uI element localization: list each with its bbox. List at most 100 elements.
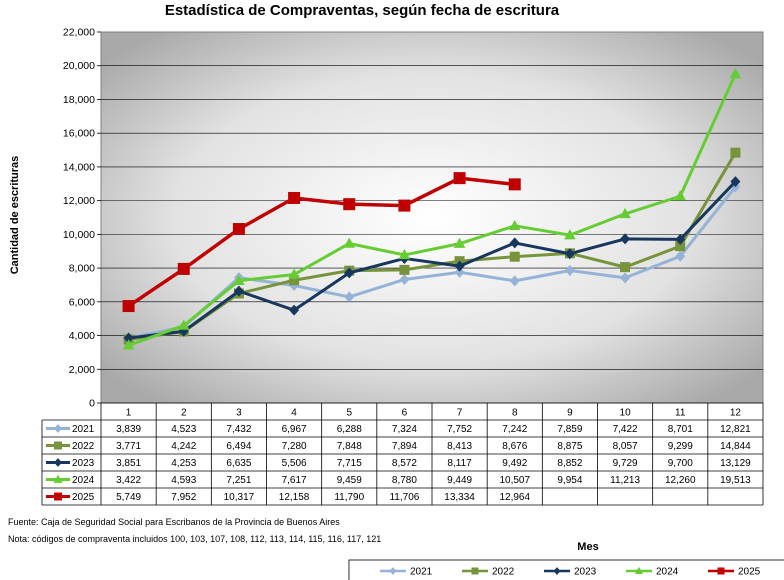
x-tick-label: 6 bbox=[402, 408, 408, 419]
data-point bbox=[344, 291, 355, 303]
x-tick-label: 4 bbox=[291, 408, 297, 419]
table-series-name: 2025 bbox=[72, 492, 95, 503]
y-axis-title: Cantidad de escrituras bbox=[9, 156, 21, 275]
table-cell: 7,432 bbox=[226, 424, 251, 435]
series-line bbox=[128, 180, 737, 340]
x-tick-label: 7 bbox=[457, 408, 463, 419]
legend-marker bbox=[389, 567, 397, 575]
table-cell: 4,242 bbox=[171, 441, 196, 452]
legend-label: 2023 bbox=[574, 567, 597, 578]
table-cell: 9,459 bbox=[337, 475, 362, 486]
table-cell: 7,715 bbox=[337, 458, 362, 469]
table-cell: 8,572 bbox=[392, 458, 417, 469]
legend-item-2023: 2023 bbox=[544, 567, 597, 578]
x-tick-label: 9 bbox=[567, 408, 573, 419]
legend-item-2025: 2025 bbox=[708, 567, 761, 578]
x-tick-label: 12 bbox=[730, 408, 742, 419]
data-point bbox=[730, 147, 741, 158]
x-tick-label: 11 bbox=[675, 408, 686, 419]
table-cell: 8,676 bbox=[502, 441, 527, 452]
table-legend-marker bbox=[53, 474, 63, 483]
table-cell: 8,875 bbox=[557, 441, 582, 452]
series-2023 bbox=[123, 176, 741, 344]
table-cell: 7,280 bbox=[282, 441, 307, 452]
table-cell: 3,839 bbox=[116, 424, 141, 435]
data-point bbox=[619, 207, 631, 219]
table-cell: 12,260 bbox=[665, 475, 696, 486]
legend-label: 2022 bbox=[492, 567, 515, 578]
table-cell: 5,506 bbox=[282, 458, 307, 469]
data-point bbox=[509, 251, 520, 262]
table-cell: 9,492 bbox=[502, 458, 527, 469]
data-point bbox=[178, 319, 190, 330]
table-cell: 7,952 bbox=[171, 492, 196, 503]
data-point bbox=[232, 223, 245, 236]
table-cell: 10,317 bbox=[224, 492, 255, 503]
table-series-name: 2024 bbox=[72, 475, 95, 486]
table-cell: 19,513 bbox=[720, 475, 751, 486]
y-tick-label: 0 bbox=[89, 398, 95, 410]
table-series-name: 2023 bbox=[72, 458, 95, 469]
legend-marker bbox=[634, 566, 644, 574]
data-point bbox=[453, 237, 466, 248]
data-point bbox=[454, 260, 465, 272]
data-point bbox=[289, 304, 300, 316]
series-line bbox=[127, 176, 515, 308]
table-cell: 7,324 bbox=[392, 424, 417, 435]
table-cell: 3,851 bbox=[116, 458, 141, 469]
data-point bbox=[674, 190, 686, 201]
data-point bbox=[399, 264, 410, 275]
table-row-2022: 2022 3,771 4,242 6,494 7,280 7,848 7,894 8,413 8… bbox=[46, 441, 751, 452]
table-cell: 8,413 bbox=[447, 441, 472, 452]
data-point bbox=[675, 250, 686, 262]
table-row-2024: 2024 3,422 4,593 7,251 7,617 9,459 8,780 9,449 1… bbox=[46, 474, 751, 486]
legend-marker bbox=[717, 567, 725, 575]
plot-area bbox=[100, 31, 764, 404]
table-legend-marker bbox=[54, 441, 62, 450]
table-series-name: 2021 bbox=[72, 424, 95, 435]
table-cell: 13,129 bbox=[720, 458, 751, 469]
y-tick-label: 14,000 bbox=[63, 161, 95, 173]
legend-item-2022: 2022 bbox=[462, 567, 515, 578]
data-point bbox=[233, 285, 244, 297]
table-cell: 14,844 bbox=[720, 441, 751, 452]
table-row-2021: 2021 3,839 4,523 7,432 6,967 6,288 7,324 7,752 7… bbox=[46, 424, 751, 435]
table-cell: 7,422 bbox=[613, 424, 638, 435]
table-cell: 3,422 bbox=[116, 475, 141, 486]
y-tick-label: 8,000 bbox=[69, 263, 95, 275]
legend-label: 2021 bbox=[410, 567, 433, 578]
y-tick-label: 18,000 bbox=[63, 94, 95, 106]
legend-marker bbox=[553, 567, 561, 575]
legend-label: 2024 bbox=[656, 567, 679, 578]
source-note: Fuente: Caja de Seguridad Social para Es… bbox=[8, 517, 340, 527]
data-point bbox=[620, 233, 631, 245]
x-tick-label: 8 bbox=[512, 408, 518, 419]
y-tick-label: 22,000 bbox=[63, 27, 95, 39]
table-cell: 6,288 bbox=[337, 424, 362, 435]
data-point bbox=[398, 248, 411, 260]
data-point bbox=[509, 219, 521, 231]
data-point bbox=[288, 268, 300, 279]
table-cell: 7,848 bbox=[337, 441, 362, 452]
chart-title: Estadística de Compraventas, según fecha… bbox=[165, 2, 560, 19]
table-row-2023: 2023 3,851 4,253 6,635 5,506 7,715 8,572 8,117 9… bbox=[46, 458, 751, 469]
table-cell: 9,954 bbox=[557, 475, 582, 486]
table-cell: 9,449 bbox=[447, 475, 472, 486]
y-tick-label: 16,000 bbox=[63, 128, 95, 140]
data-point bbox=[675, 241, 686, 252]
data-point bbox=[675, 233, 686, 245]
y-tick-label: 4,000 bbox=[69, 330, 95, 342]
data-point bbox=[344, 267, 355, 279]
x-tick-label: 10 bbox=[620, 408, 632, 419]
data-point bbox=[564, 264, 575, 276]
y-tick-label: 20,000 bbox=[63, 60, 95, 72]
data-point bbox=[509, 237, 520, 249]
table-cell: 8,780 bbox=[392, 475, 417, 486]
data-point bbox=[620, 272, 631, 284]
table-cell: 6,494 bbox=[226, 441, 251, 452]
table-cell: 4,593 bbox=[171, 475, 196, 486]
table-cell: 5,749 bbox=[116, 492, 141, 503]
table-cell: 7,251 bbox=[226, 475, 251, 486]
table-series-name: 2022 bbox=[72, 441, 95, 452]
